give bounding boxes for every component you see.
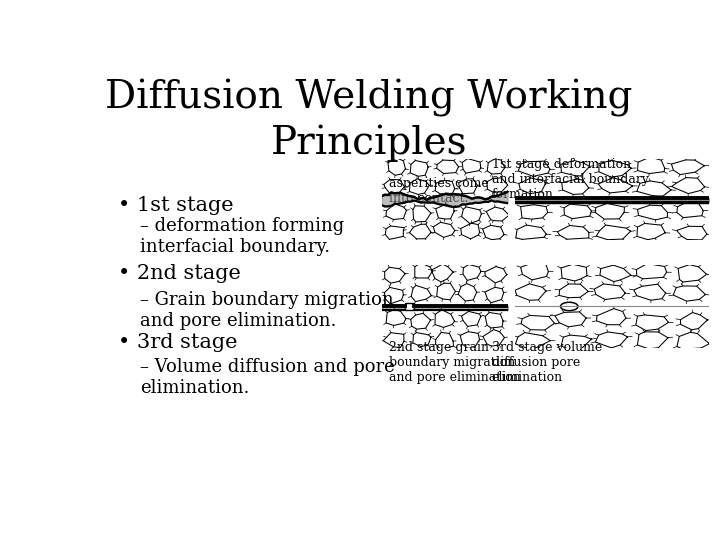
Text: 3rd stage volume
diffusion pore
elimination: 3rd stage volume diffusion pore eliminat… [492,341,602,384]
Text: 1st stage deformation
and interfacial boundary
formation: 1st stage deformation and interfacial bo… [492,158,649,201]
Text: – Volume diffusion and pore
elimination.: – Volume diffusion and pore elimination. [140,358,395,397]
Text: Diffusion Welding Working
Principles: Diffusion Welding Working Principles [105,79,633,162]
Text: asperities come
into contact.: asperities come into contact. [389,177,488,205]
Text: – Grain boundary migration
and pore elimination.: – Grain boundary migration and pore elim… [140,292,394,330]
Text: 2nd stage grain
boundary migration
and pore elimination: 2nd stage grain boundary migration and p… [389,341,521,384]
Text: – deformation forming
interfacial boundary.: – deformation forming interfacial bounda… [140,218,344,256]
FancyBboxPatch shape [405,303,414,309]
Text: • 3rd stage: • 3rd stage [118,333,238,352]
Text: • 2nd stage: • 2nd stage [118,265,240,284]
Text: • 1st stage: • 1st stage [118,196,233,215]
